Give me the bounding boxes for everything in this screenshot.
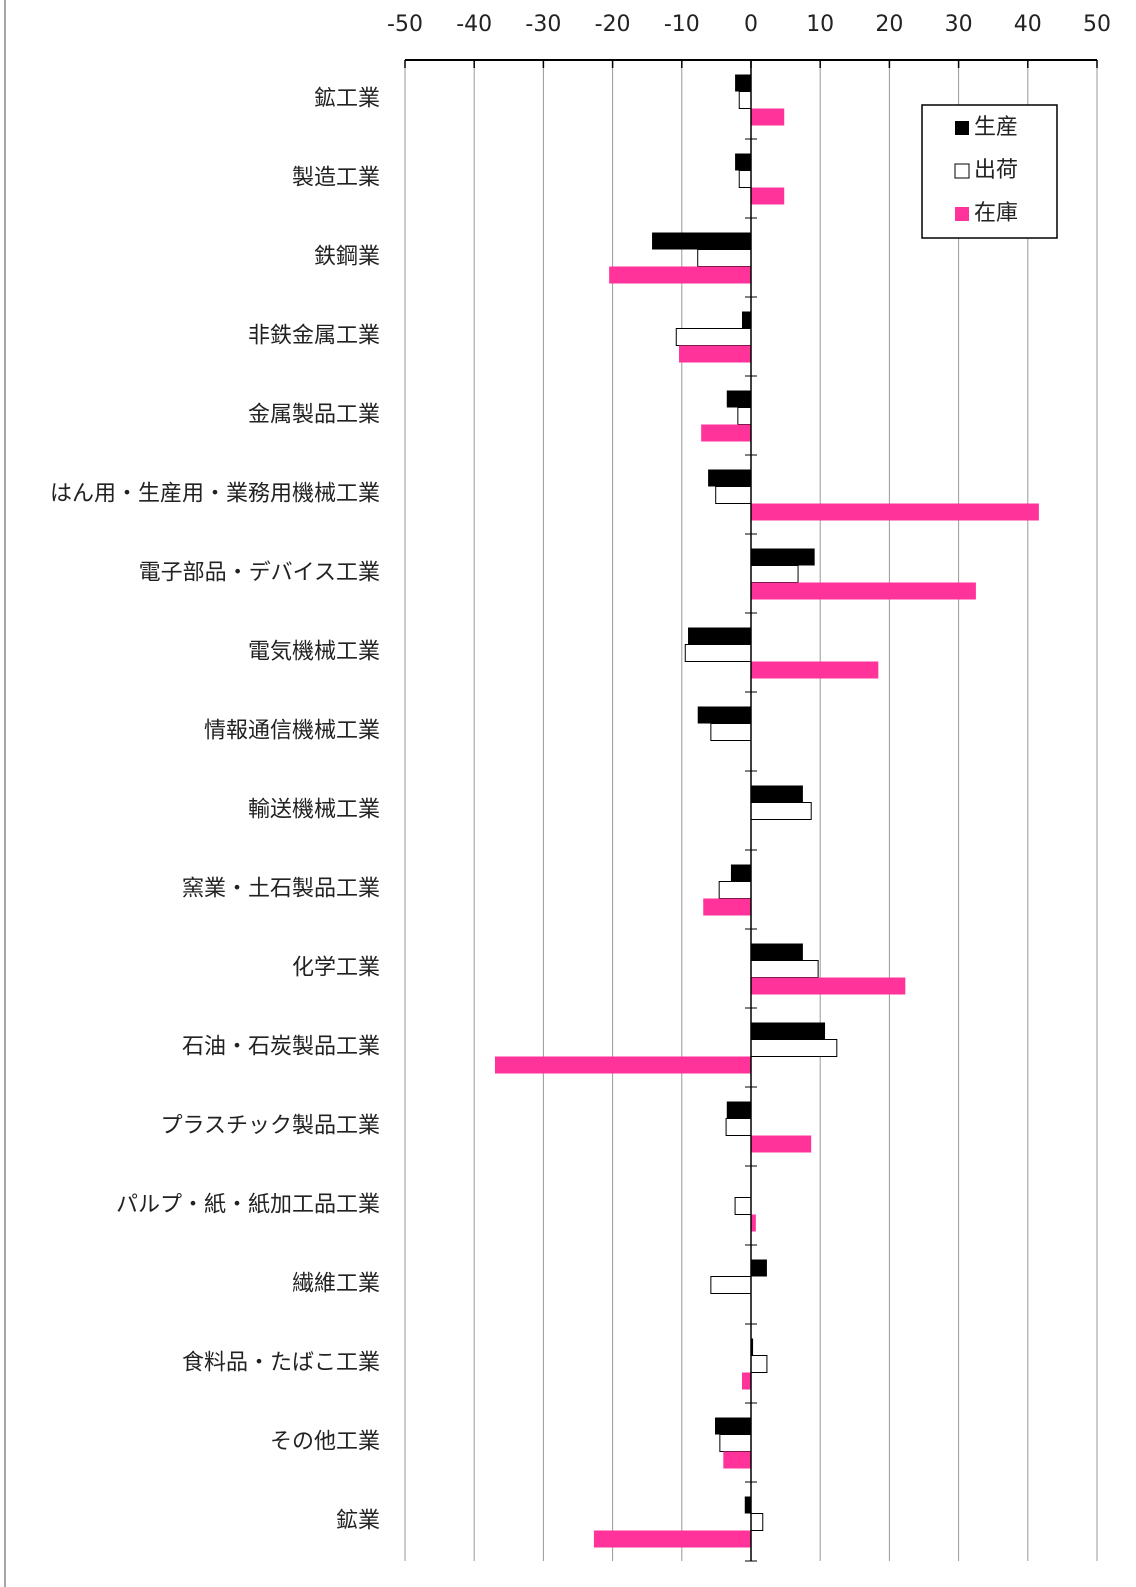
x-tick-label: -10 <box>664 12 700 37</box>
legend-box <box>921 104 1058 239</box>
y-tick-label: 鉱工業 <box>314 87 380 112</box>
y-tick-label: 電気機械工業 <box>248 640 380 665</box>
bar <box>742 1372 751 1390</box>
bar <box>710 723 752 741</box>
x-tick-label: 0 <box>744 12 758 37</box>
bar <box>750 1039 838 1057</box>
y-tick-label: 鉄鋼業 <box>314 245 380 270</box>
bar <box>708 469 751 487</box>
bar <box>734 1197 752 1215</box>
bar <box>688 627 751 645</box>
y-tick-label: 金属製品工業 <box>248 403 380 428</box>
bar <box>751 661 879 679</box>
bar <box>751 548 815 566</box>
bar <box>751 1338 754 1356</box>
bar <box>742 311 751 329</box>
y-tick-label: 輸送機械工業 <box>248 798 380 823</box>
bar <box>744 1496 751 1514</box>
x-tick-label: -50 <box>387 12 423 37</box>
y-tick-label: 食料品・たばこ工業 <box>182 1351 380 1376</box>
y-tick-label: プラスチック製品工業 <box>160 1114 380 1139</box>
y-tick-label: 情報通信機械工業 <box>204 719 380 744</box>
bar <box>750 1355 768 1373</box>
bar <box>719 1434 752 1452</box>
bar <box>494 1056 751 1074</box>
bar <box>750 802 812 820</box>
y-tick-label: 化学工業 <box>292 956 380 981</box>
bar <box>751 187 785 205</box>
legend-swatch <box>955 121 969 135</box>
bar <box>726 1101 751 1119</box>
y-tick-label: 石油・石炭製品工業 <box>182 1035 380 1060</box>
bar <box>725 1118 752 1136</box>
bar <box>751 582 976 600</box>
bar <box>593 1530 751 1548</box>
bar <box>723 1451 751 1469</box>
x-tick-label: -20 <box>595 12 631 37</box>
bar <box>701 424 751 442</box>
x-tick-label: -40 <box>456 12 492 37</box>
bar <box>715 1417 751 1435</box>
y-tick-label: 鉱業 <box>336 1509 380 1534</box>
bar <box>751 108 785 126</box>
bar <box>750 565 799 583</box>
x-tick-label: 40 <box>1014 12 1042 37</box>
y-tick-label: 電子部品・デバイス工業 <box>139 561 380 586</box>
x-tick-label: 20 <box>875 12 903 37</box>
x-tick-label: -30 <box>525 12 561 37</box>
bar <box>718 881 752 899</box>
bar <box>751 785 803 803</box>
bar <box>735 153 751 171</box>
bar <box>737 407 752 425</box>
x-tick-label: 50 <box>1083 12 1111 37</box>
y-tick-label: 非鉄金属工業 <box>248 324 380 349</box>
bar <box>738 91 752 109</box>
bar <box>738 170 752 188</box>
bar <box>735 74 751 92</box>
bar <box>751 1022 826 1040</box>
y-tick-label: 窯業・土石製品工業 <box>182 877 380 902</box>
legend-swatch <box>954 163 970 179</box>
bar <box>715 486 752 504</box>
bar <box>703 898 751 916</box>
bar <box>751 943 803 961</box>
y-tick-label: その他工業 <box>270 1430 380 1455</box>
bar <box>697 706 751 724</box>
bar <box>751 1259 767 1277</box>
legend-label: 生産 <box>974 115 1018 140</box>
bar <box>751 503 1039 521</box>
x-tick-label: 30 <box>945 12 973 37</box>
bar <box>710 1276 752 1294</box>
bar <box>609 266 751 284</box>
x-tick-label: 10 <box>806 12 834 37</box>
bar <box>750 960 819 978</box>
bar <box>684 644 752 662</box>
bar <box>679 345 751 363</box>
legend-swatch <box>955 207 969 221</box>
bar <box>652 232 751 250</box>
bar <box>751 977 906 995</box>
bar <box>751 1214 756 1232</box>
legend-label: 在庫 <box>974 201 1018 226</box>
bar <box>730 864 751 882</box>
y-tick-label: 製造工業 <box>292 166 380 191</box>
legend-label: 出荷 <box>974 158 1018 183</box>
y-tick-label: パルプ・紙・紙加工品工業 <box>116 1193 380 1218</box>
bar <box>726 390 751 408</box>
bar <box>675 328 752 346</box>
bar <box>751 1135 812 1153</box>
y-tick-label: はん用・生産用・業務用機械工業 <box>50 482 380 507</box>
bar <box>750 1513 764 1531</box>
y-tick-label: 繊維工業 <box>292 1272 380 1297</box>
bar <box>697 249 752 267</box>
